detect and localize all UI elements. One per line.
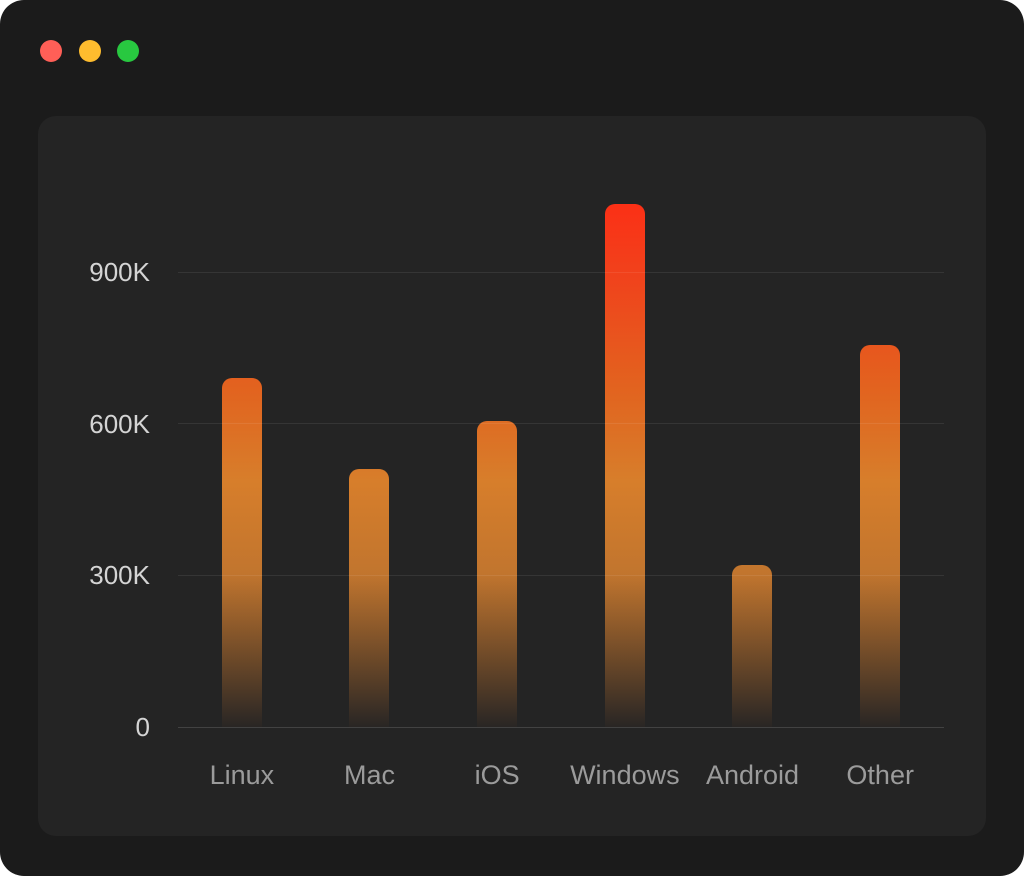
zoom-button[interactable]: [117, 40, 139, 62]
bar-windows: [604, 204, 645, 727]
y-tick-label-600K: 600K: [89, 408, 150, 439]
gridline-900K: [178, 271, 944, 273]
bar-mac: [349, 469, 390, 727]
x-tick-label-other: Other: [846, 760, 914, 790]
gridline-300K: [178, 574, 944, 576]
x-tick-label-linux: Linux: [209, 760, 275, 790]
close-button[interactable]: [40, 40, 62, 62]
minimize-button[interactable]: [79, 40, 101, 62]
y-tick-label-0: 0: [135, 712, 150, 742]
chart-card: Linux Mac iOS Windows Android Other 0 300K 600K…: [38, 116, 986, 836]
bar-linux: [221, 378, 262, 727]
bar-series: [178, 181, 944, 727]
x-tick-label-ios: iOS: [474, 760, 520, 790]
gridline-600K: [178, 423, 944, 425]
bar-other: [860, 345, 901, 727]
titlebar: [0, 0, 1024, 100]
gridline-0: [178, 726, 944, 728]
x-axis-labels: Linux Mac iOS Windows Android Other: [178, 759, 944, 791]
x-tick-label-windows: Windows: [570, 760, 680, 790]
x-tick-label-android: Android: [705, 760, 800, 790]
bar-ios: [477, 421, 518, 727]
bar-chart-plot-area: [178, 181, 944, 728]
x-tick-label-mac: Mac: [344, 760, 396, 790]
y-tick-label-900K: 900K: [89, 257, 150, 287]
bar-android: [732, 565, 773, 727]
y-tick-label-300K: 300K: [89, 560, 150, 591]
